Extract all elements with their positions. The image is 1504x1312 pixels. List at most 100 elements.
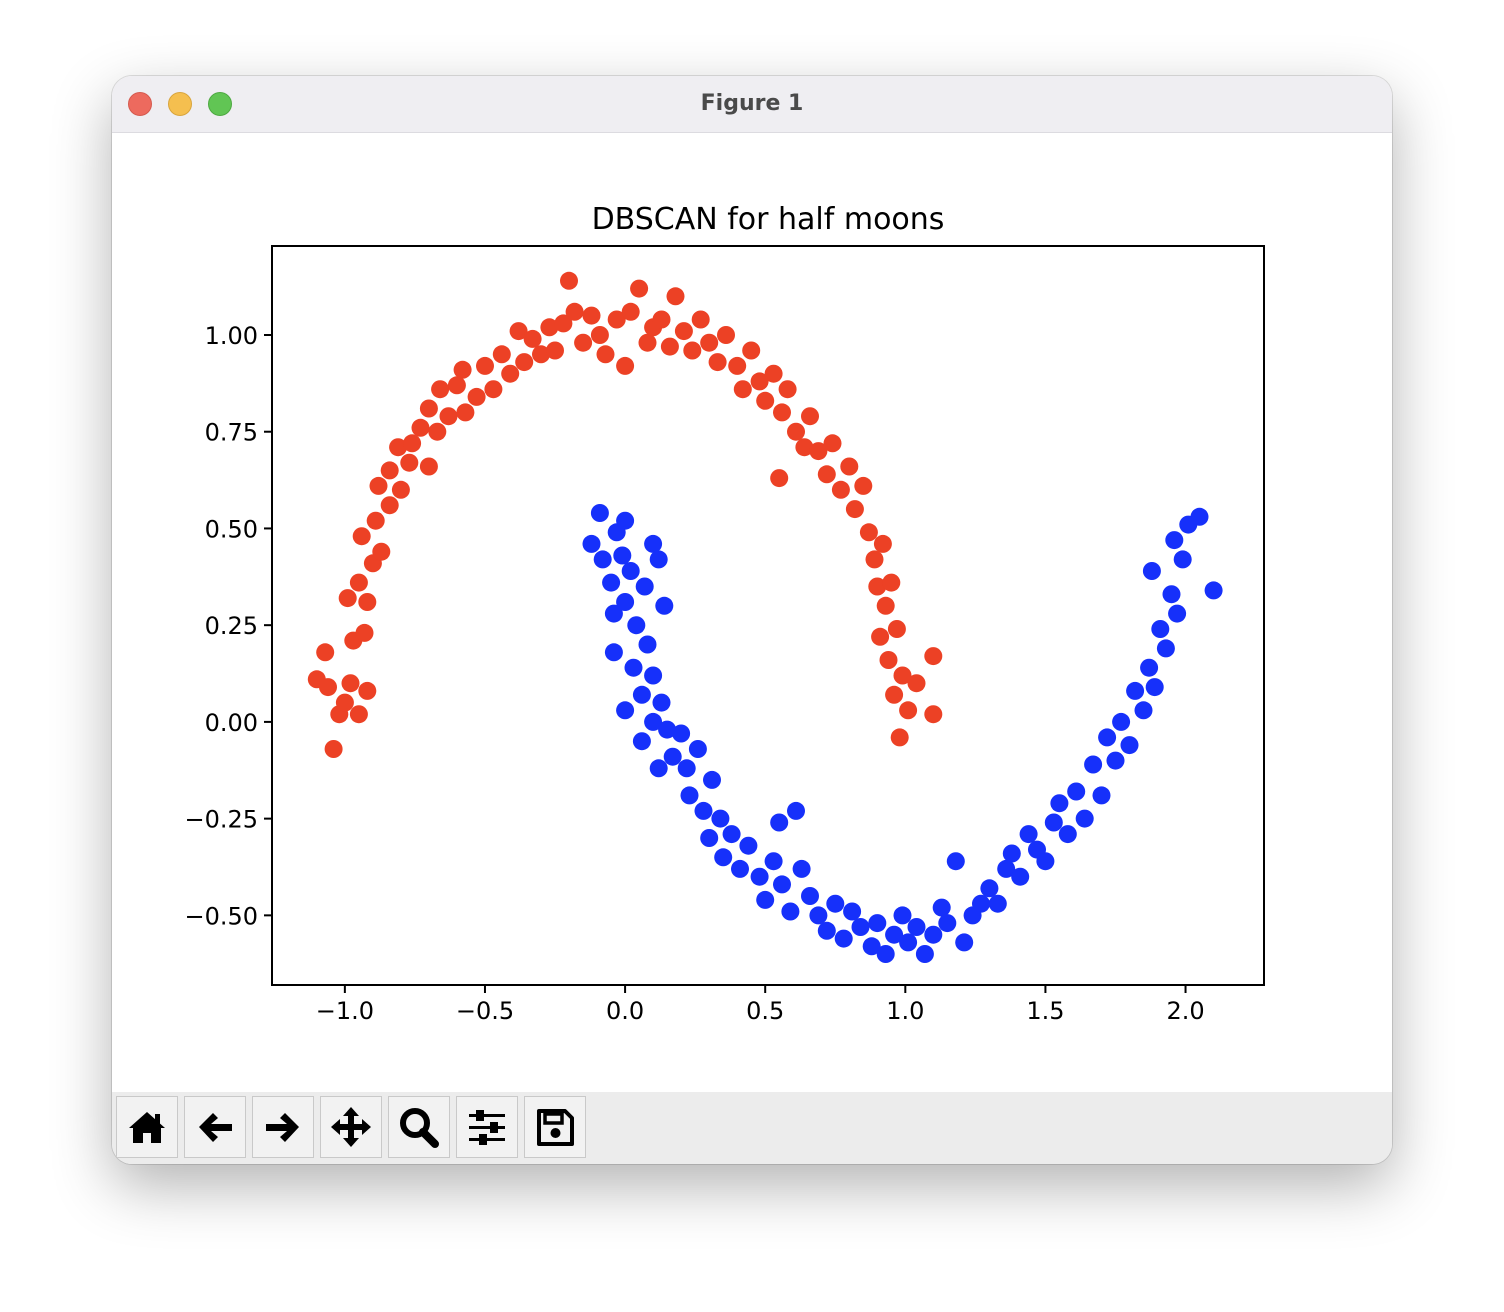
data-point-series-0-3 (324, 740, 343, 758)
data-point-series-0-62 (683, 341, 702, 360)
data-point-series-0-36 (484, 380, 503, 399)
data-point-series-1-88 (1126, 681, 1145, 700)
data-point-series-1-13 (635, 577, 654, 596)
data-point-series-0-38 (501, 364, 520, 383)
data-point-series-0-89 (876, 596, 895, 615)
data-point-series-0-65 (708, 353, 727, 372)
forward-button[interactable] (252, 1096, 314, 1158)
data-point-series-1-24 (658, 720, 677, 739)
pan-button[interactable] (320, 1096, 382, 1158)
title-bar: Figure 1 (112, 76, 1392, 133)
data-point-series-1-71 (997, 859, 1016, 878)
minimize-window-button[interactable] (168, 92, 192, 116)
data-point-series-0-54 (621, 302, 640, 321)
data-point-series-0-16 (366, 511, 385, 530)
data-point-series-1-79 (1058, 825, 1077, 844)
data-point-series-1-36 (722, 825, 741, 844)
floppy-disk-icon (537, 1109, 574, 1146)
data-point-series-1-87 (1120, 736, 1139, 755)
data-point-series-0-73 (773, 403, 791, 422)
data-point-series-0-43 (540, 318, 559, 337)
data-point-series-1-6 (613, 546, 632, 565)
data-point-series-1-19 (632, 685, 651, 704)
data-point-series-1-26 (663, 747, 682, 766)
data-point-series-1-96 (1173, 550, 1192, 569)
data-point-series-0-17 (372, 542, 391, 561)
data-point-series-1-84 (1098, 728, 1117, 747)
data-point-series-1-68 (972, 894, 990, 913)
y-tick-label: −0.50 (184, 902, 258, 930)
data-point-series-1-57 (885, 925, 904, 944)
x-tick-label: 0.0 (606, 997, 644, 1025)
data-point-series-0-20 (380, 461, 399, 480)
data-point-series-0-58 (652, 310, 671, 329)
data-point-series-1-16 (604, 643, 623, 662)
arrow-right-icon (266, 1113, 299, 1142)
data-point-series-1-47 (801, 887, 819, 905)
zoom-button[interactable] (388, 1096, 450, 1158)
data-point-series-0-81 (831, 480, 850, 499)
data-point-series-0-53 (616, 356, 635, 375)
figure-canvas[interactable]: DBSCAN for half moons −1.0 −0.5 0.0 0.5 1.0 1… (112, 133, 1392, 1091)
data-point-series-1-52 (843, 902, 862, 921)
x-tick-label: 1.5 (1026, 997, 1064, 1025)
data-point-series-1-64 (938, 914, 957, 933)
sliders-icon (469, 1110, 505, 1145)
data-point-series-1-3 (602, 573, 621, 592)
data-point-series-1-50 (826, 894, 845, 913)
data-point-series-1-22 (644, 712, 663, 731)
data-point-series-0-74 (778, 380, 797, 399)
data-point-series-1-40 (756, 890, 775, 909)
data-point-series-0-6 (341, 674, 360, 693)
data-point-series-0-80 (823, 434, 842, 453)
data-point-series-1-63 (932, 898, 951, 917)
data-point-series-0-33 (456, 403, 475, 422)
data-point-series-0-2 (319, 678, 337, 697)
data-point-series-1-89 (1134, 701, 1153, 720)
data-point-series-0-11 (338, 589, 357, 608)
data-point-series-1-25 (649, 759, 668, 778)
data-point-series-0-32 (453, 360, 472, 379)
zoom-window-button[interactable] (208, 92, 232, 116)
data-point-series-1-34 (700, 829, 719, 847)
close-window-button[interactable] (128, 92, 152, 116)
data-point-series-1-82 (1084, 755, 1103, 774)
data-point-series-1-32 (703, 770, 721, 789)
data-point-series-1-83 (1092, 786, 1111, 805)
data-point-series-1-29 (688, 740, 707, 758)
configure-subplots-button[interactable] (456, 1096, 518, 1158)
data-point-series-1-12 (649, 550, 668, 569)
y-tick-label: 0.50 (205, 515, 258, 543)
data-point-series-0-55 (630, 279, 649, 298)
data-point-series-0-23 (389, 438, 408, 457)
data-point-series-0-5 (335, 693, 354, 712)
data-point-series-0-29 (428, 422, 447, 441)
data-point-series-1-99 (1190, 507, 1209, 526)
data-point-series-0-52 (607, 310, 626, 329)
home-button[interactable] (116, 1096, 178, 1158)
save-button[interactable] (524, 1096, 586, 1158)
data-point-series-0-66 (717, 326, 735, 344)
data-point-series-0-91 (871, 627, 890, 646)
data-point-series-1-37 (731, 859, 749, 878)
data-point-series-0-78 (809, 442, 828, 461)
data-point-series-1-73 (1011, 867, 1030, 886)
data-point-series-1-14 (655, 596, 674, 615)
data-point-series-0-41 (523, 329, 542, 348)
data-point-series-1-18 (624, 658, 643, 677)
data-point-series-0-21 (391, 480, 410, 499)
data-point-series-0-47 (565, 302, 584, 321)
x-tick-label: 2.0 (1166, 997, 1204, 1025)
y-tick-label: 0.00 (205, 709, 258, 737)
data-point-series-0-51 (596, 345, 615, 364)
data-point-series-0-63 (691, 310, 710, 329)
chart-title: DBSCAN for half moons (592, 202, 945, 237)
x-tick-label: −0.5 (456, 997, 514, 1025)
data-point-series-1-5 (616, 511, 635, 530)
back-button[interactable] (184, 1096, 246, 1158)
data-point-series-1-100 (1204, 581, 1223, 600)
data-point-series-0-69 (742, 341, 761, 360)
data-point-series-0-7 (349, 705, 368, 724)
data-point-series-0-82 (840, 457, 859, 476)
data-point-series-1-101 (1142, 562, 1161, 580)
